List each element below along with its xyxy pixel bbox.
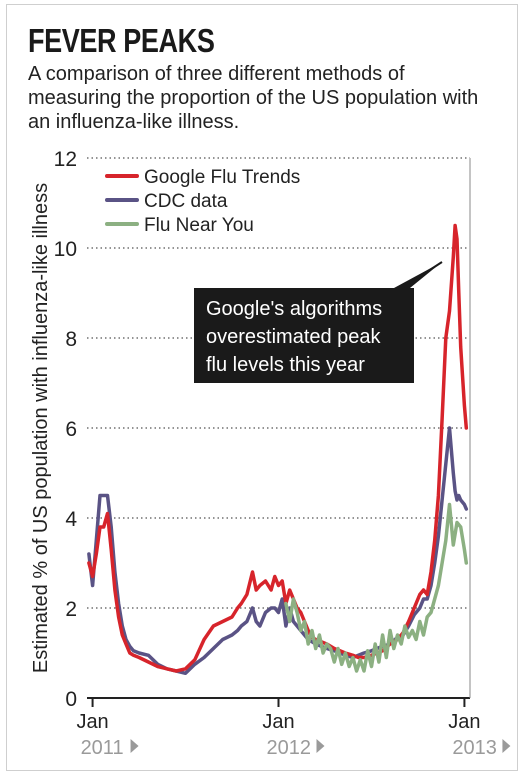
y-tick-label-2: 2 xyxy=(65,598,77,621)
annotation-leader xyxy=(401,261,443,289)
y-tick-label-10: 10 xyxy=(54,238,77,261)
y-tick-label-8: 8 xyxy=(65,328,77,351)
chart-frame xyxy=(6,4,518,771)
annotation-line-1: overestimated peak xyxy=(206,326,382,348)
x-tick-label-0: Jan xyxy=(76,711,108,733)
legend-label-1: CDC data xyxy=(144,191,228,212)
y-axis-label: Estimated % of US population with influe… xyxy=(30,183,52,673)
annotation-line-2: flu levels this year xyxy=(206,354,365,376)
chart-title: FEVER PEAKS xyxy=(28,22,215,59)
x-year-label-2012: 2012 xyxy=(267,737,312,759)
legend-label-0: Google Flu Trends xyxy=(144,167,300,188)
year-arrow-icon xyxy=(130,739,139,753)
annotation-box xyxy=(194,288,414,383)
annotation-pointer xyxy=(394,262,442,288)
y-tick-label-0: 0 xyxy=(65,688,77,711)
x-tick-label-1: Jan xyxy=(262,711,294,733)
chart-subtitle: A comparison of three different methods … xyxy=(28,63,479,133)
y-tick-label-6: 6 xyxy=(65,418,77,441)
annotation-line-0: Google's algorithms xyxy=(206,298,382,320)
x-tick-label-2: Jan xyxy=(448,711,480,733)
y-tick-label-12: 12 xyxy=(54,148,77,171)
x-year-label-2011: 2011 xyxy=(81,737,124,759)
year-arrow-icon xyxy=(502,739,511,753)
year-arrow-icon xyxy=(316,739,325,753)
y-tick-label-4: 4 xyxy=(65,508,77,531)
annotation-text: Google's algorithms overestimated peak flu… xyxy=(206,298,382,376)
series-line-flu-near-you xyxy=(284,502,469,673)
x-year-label-2013: 2013 xyxy=(452,737,497,759)
legend-label-2: Flu Near You xyxy=(144,215,254,236)
